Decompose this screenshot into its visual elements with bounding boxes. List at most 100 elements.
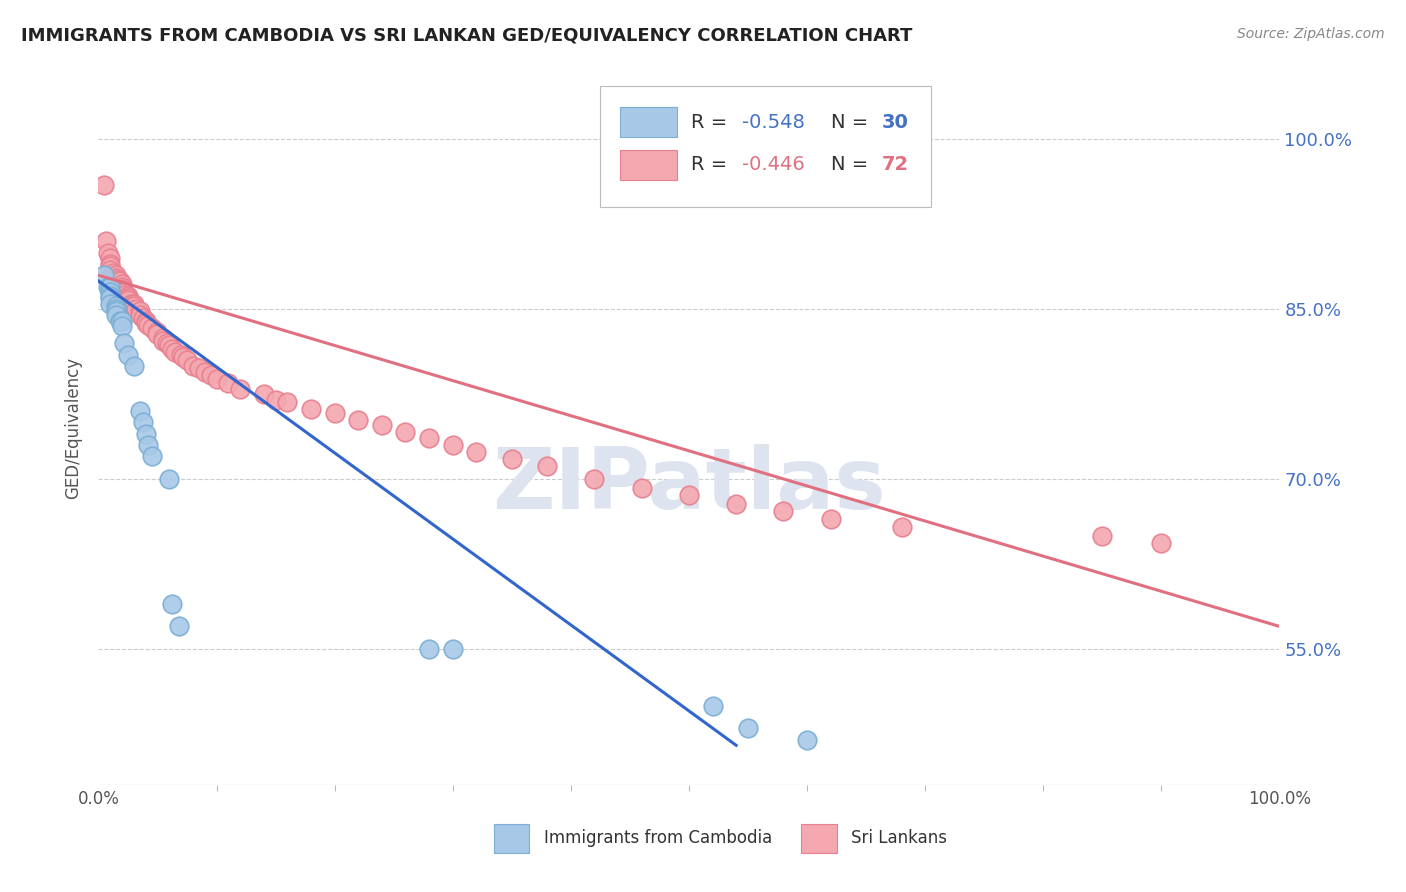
Point xyxy=(371,417,394,432)
Point xyxy=(299,401,322,416)
Point xyxy=(146,327,169,342)
Point xyxy=(101,266,124,280)
Point xyxy=(165,345,187,359)
Point xyxy=(105,270,128,285)
Point xyxy=(217,376,239,390)
Text: -0.446: -0.446 xyxy=(742,155,804,174)
Point xyxy=(135,313,157,327)
Point xyxy=(501,451,523,466)
Point xyxy=(170,347,193,361)
Point xyxy=(141,450,163,464)
Point xyxy=(112,287,135,301)
Point xyxy=(98,291,121,305)
Point xyxy=(132,416,155,430)
Point xyxy=(205,372,228,386)
Point xyxy=(152,334,174,348)
Text: 30: 30 xyxy=(882,112,908,131)
Text: R =: R = xyxy=(692,112,734,131)
Point xyxy=(772,504,794,518)
Point xyxy=(141,321,163,335)
Point xyxy=(98,285,121,300)
Text: Sri Lankans: Sri Lankans xyxy=(851,830,946,847)
Bar xyxy=(494,824,530,853)
Point xyxy=(796,732,818,747)
Point xyxy=(122,359,145,373)
Point xyxy=(111,313,134,327)
Point xyxy=(105,302,128,317)
Point xyxy=(93,178,115,192)
Point xyxy=(97,245,120,260)
Point xyxy=(105,268,128,283)
Point xyxy=(630,481,652,495)
Point xyxy=(152,330,174,344)
Point xyxy=(737,722,759,736)
Point xyxy=(128,308,150,322)
Text: R =: R = xyxy=(692,155,734,174)
Point xyxy=(121,296,143,310)
Point xyxy=(583,472,606,486)
Point xyxy=(98,262,121,277)
Point xyxy=(105,304,128,318)
Point xyxy=(167,619,190,633)
Point xyxy=(172,350,194,364)
Point xyxy=(276,395,298,409)
Point xyxy=(135,426,157,441)
Point xyxy=(98,257,121,271)
Point xyxy=(1091,529,1114,543)
Point xyxy=(253,387,276,401)
Point xyxy=(94,234,117,248)
Point xyxy=(536,458,558,473)
Point xyxy=(157,338,180,352)
Point xyxy=(820,512,842,526)
Bar xyxy=(620,107,678,137)
Point xyxy=(111,319,134,334)
Point xyxy=(136,438,159,452)
Point xyxy=(112,336,135,351)
Point xyxy=(98,259,121,273)
Point xyxy=(187,361,209,376)
Point xyxy=(347,413,370,427)
Point xyxy=(465,445,488,459)
Point xyxy=(112,285,135,300)
Point xyxy=(229,382,252,396)
Point xyxy=(105,273,128,287)
Point xyxy=(98,279,121,293)
Point xyxy=(418,431,440,445)
Point xyxy=(117,291,139,305)
Point xyxy=(105,308,128,322)
Point xyxy=(1150,535,1173,549)
Bar xyxy=(620,150,678,180)
Point xyxy=(176,353,198,368)
Bar xyxy=(801,824,837,853)
Text: N =: N = xyxy=(831,112,875,131)
Point xyxy=(117,288,139,302)
Point xyxy=(156,336,179,351)
Point xyxy=(117,293,139,308)
Point xyxy=(98,252,121,266)
Point xyxy=(194,365,217,379)
Point xyxy=(181,359,204,373)
Point xyxy=(160,342,183,356)
Text: Source: ZipAtlas.com: Source: ZipAtlas.com xyxy=(1237,27,1385,41)
Point xyxy=(97,279,120,293)
Point xyxy=(441,438,464,452)
Text: -0.548: -0.548 xyxy=(742,112,806,131)
Point xyxy=(132,311,155,326)
Point xyxy=(111,279,134,293)
Point xyxy=(108,274,131,288)
Point xyxy=(160,597,183,611)
Text: IMMIGRANTS FROM CAMBODIA VS SRI LANKAN GED/EQUIVALENCY CORRELATION CHART: IMMIGRANTS FROM CAMBODIA VS SRI LANKAN G… xyxy=(21,27,912,45)
Text: N =: N = xyxy=(831,155,875,174)
Text: ZIPatlas: ZIPatlas xyxy=(492,443,886,527)
Point xyxy=(98,288,121,302)
Y-axis label: GED/Equivalency: GED/Equivalency xyxy=(65,357,83,500)
Point xyxy=(725,497,748,511)
Point xyxy=(117,347,139,361)
Text: 72: 72 xyxy=(882,155,908,174)
Point xyxy=(111,284,134,298)
Point xyxy=(111,282,134,296)
Point xyxy=(418,642,440,657)
Point xyxy=(678,488,700,502)
Point xyxy=(122,296,145,310)
Point xyxy=(323,406,346,420)
